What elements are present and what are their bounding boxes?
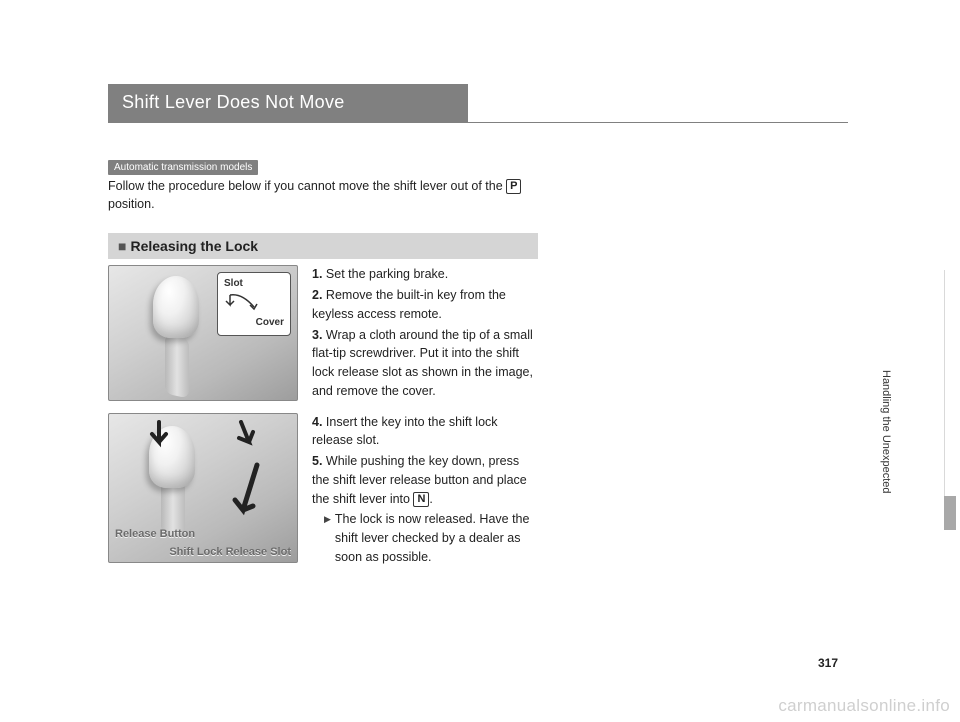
step-text: Wrap a cloth around the tip of a small f… (312, 328, 533, 398)
manual-page: Shift Lever Does Not Move Automatic tran… (108, 84, 848, 664)
model-tag-label: Automatic transmission models (108, 160, 258, 175)
step-item: 1. Set the parking brake. (312, 265, 538, 284)
step-text: Set the parking brake. (326, 267, 448, 281)
tab-marker (944, 496, 956, 530)
figure-label-slot: Shift Lock Release Slot (169, 546, 291, 558)
step-text: Remove the built-in key from the keyless… (312, 288, 506, 321)
step-text-after: . (429, 492, 432, 506)
page-title: Shift Lever Does Not Move (108, 84, 468, 122)
intro-before: Follow the procedure below if you cannot… (108, 179, 506, 193)
gear-n-box: N (413, 492, 429, 507)
step-num: 3. (312, 328, 322, 342)
step-item: 5. While pushing the key down, press the… (312, 452, 538, 508)
step-item: 4. Insert the key into the shift lock re… (312, 413, 538, 451)
callout-cover-label: Cover (224, 316, 284, 330)
figure-slot-cover: Slot Cover (108, 265, 298, 401)
figure-row-2: Release Button Shift Lock Release Slot 4… (108, 413, 538, 567)
steps-list-b: 4. Insert the key into the shift lock re… (312, 413, 538, 567)
figure-row-1: Slot Cover 1. Set the parking brake. 2. … (108, 265, 538, 402)
step-note: ▶ The lock is now released. Have the shi… (312, 510, 538, 566)
side-arrow-icon (227, 460, 267, 520)
callout-slot-label: Slot (224, 277, 284, 291)
figure-release-slot: Release Button Shift Lock Release Slot (108, 413, 298, 563)
step-num: 2. (312, 288, 322, 302)
triangle-bullet-icon: ▶ (324, 510, 331, 566)
callout-box: Slot Cover (217, 272, 291, 336)
step-num: 4. (312, 415, 322, 429)
subsection-title: Releasing the Lock (130, 238, 258, 254)
subsection-heading: ■Releasing the Lock (108, 233, 538, 259)
shift-knob-shape (153, 276, 199, 338)
model-tag: Automatic transmission models (108, 157, 848, 177)
figure-label-release: Release Button (115, 528, 195, 540)
page-number: 317 (818, 656, 838, 670)
section-tab: Handling the Unexpected (934, 270, 956, 530)
step-note-text: The lock is now released. Have the shift… (335, 510, 538, 566)
down-arrows-icon (149, 420, 259, 450)
steps-list-a: 1. Set the parking brake. 2. Remove the … (312, 265, 538, 402)
intro-text: Follow the procedure below if you cannot… (108, 177, 538, 213)
step-num: 1. (312, 267, 322, 281)
section-tab-label: Handling the Unexpected (880, 370, 892, 494)
square-bullet: ■ (118, 238, 126, 254)
step-item: 3. Wrap a cloth around the tip of a smal… (312, 326, 538, 401)
callout-arrows (224, 293, 284, 315)
watermark-text: carmanualsonline.info (778, 696, 950, 716)
title-rule (108, 122, 848, 123)
gear-p-box: P (506, 179, 521, 194)
step-num: 5. (312, 454, 322, 468)
shift-stick-shape (165, 334, 189, 399)
intro-after: position. (108, 197, 155, 211)
step-text: Insert the key into the shift lock relea… (312, 415, 498, 448)
step-item: 2. Remove the built-in key from the keyl… (312, 286, 538, 324)
tab-line (944, 270, 945, 530)
